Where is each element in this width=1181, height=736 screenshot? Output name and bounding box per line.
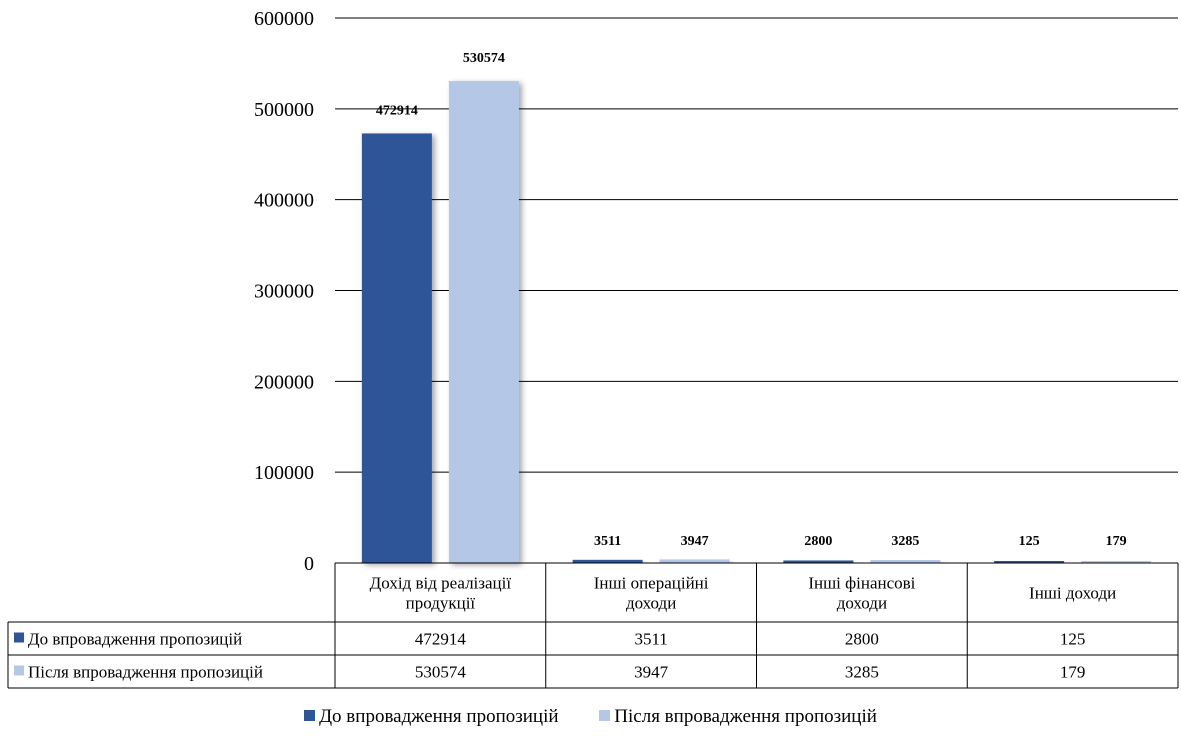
y-tick-label: 600000 <box>254 8 314 30</box>
bar <box>994 561 1065 563</box>
table-cell: 125 <box>1060 630 1086 649</box>
row-series-label: Після впровадження пропозицій <box>28 663 263 682</box>
row-series-label: До впровадження пропозицій <box>28 630 242 649</box>
data-label: 179 <box>1106 534 1127 549</box>
bar <box>659 559 730 563</box>
bar <box>783 560 854 563</box>
bar <box>448 81 519 563</box>
row-legend-key <box>14 632 24 643</box>
data-label: 3511 <box>594 534 621 549</box>
bar <box>361 133 432 563</box>
data-label: 125 <box>1019 534 1040 549</box>
bar <box>572 559 643 563</box>
data-label: 2800 <box>804 534 832 549</box>
y-tick-label: 300000 <box>254 281 314 303</box>
table-cell: 530574 <box>415 663 467 682</box>
data-label: 472914 <box>376 103 418 118</box>
category-label: Інші фінансові <box>808 574 915 593</box>
y-tick-label: 200000 <box>254 371 314 393</box>
table-cell: 3285 <box>845 663 879 682</box>
table-cell: 3511 <box>634 630 667 649</box>
legend-label-before: До впровадження пропозицій <box>319 706 559 727</box>
y-tick-label: 100000 <box>254 462 314 484</box>
legend: До впровадження пропозицій Після впровад… <box>0 706 1181 728</box>
y-tick-label: 500000 <box>254 99 314 121</box>
table-cell: 3947 <box>634 663 669 682</box>
table-cell: 2800 <box>845 630 879 649</box>
data-label: 3947 <box>681 534 709 549</box>
data-label: 3285 <box>891 534 919 549</box>
bar <box>1081 561 1152 563</box>
legend-swatch-after <box>599 710 611 721</box>
data-label: 530574 <box>463 51 505 66</box>
table-cell: 472914 <box>415 630 467 649</box>
category-label: Інші доходи <box>1029 584 1116 603</box>
category-label: Інші операційні <box>594 574 709 593</box>
y-tick-label: 400000 <box>254 190 314 212</box>
bar <box>870 560 941 563</box>
table-cell: 179 <box>1060 663 1086 682</box>
legend-swatch-before <box>304 710 316 721</box>
y-tick-label: 0 <box>304 553 314 575</box>
chart: 0 100000 200000 300000 400000 500000 600000 47… <box>7 8 1179 689</box>
legend-item-before: До впровадження пропозицій <box>304 706 559 728</box>
category-label: Дохід від реалізації <box>370 574 512 593</box>
bars <box>361 81 1152 563</box>
legend-item-after: Після впровадження пропозицій <box>599 706 877 728</box>
category-label: доходи <box>837 594 887 613</box>
legend-label-after: Після впровадження пропозицій <box>614 706 877 727</box>
row-legend-key <box>14 665 24 676</box>
data-labels: 472914 3511 2800 125 530574 3947 3285 179 <box>376 51 1127 549</box>
y-axis-tick-labels: 0 100000 200000 300000 400000 500000 600000 <box>254 8 314 575</box>
category-label: доходи <box>626 594 676 613</box>
category-label: продукції <box>406 594 476 613</box>
